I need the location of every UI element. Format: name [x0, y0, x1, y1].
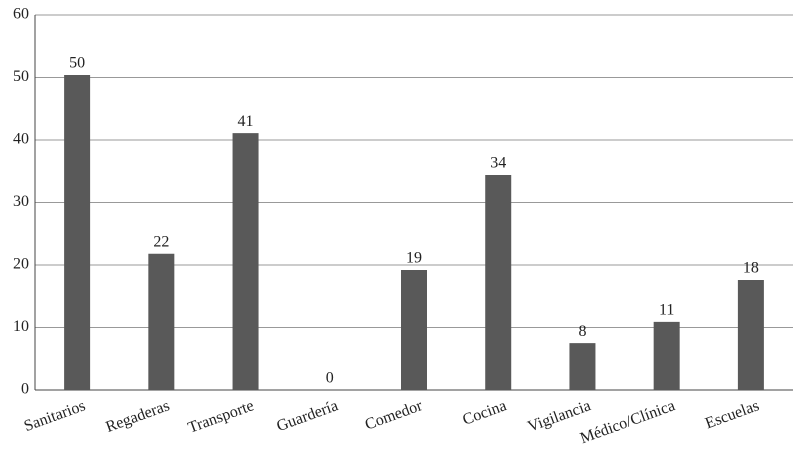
- x-tick-label: Sanitarios: [22, 397, 88, 435]
- value-label: 8: [578, 323, 586, 340]
- y-tick-label: 0: [21, 381, 29, 398]
- value-label: 22: [153, 233, 169, 250]
- x-tick-label: Cocina: [460, 397, 508, 428]
- bar: [148, 253, 175, 390]
- y-tick-label: 30: [13, 193, 29, 210]
- x-tick-label: Escuelas: [703, 397, 761, 432]
- x-tick-label: Guardería: [274, 397, 340, 435]
- bar: [64, 75, 91, 390]
- value-label: 18: [743, 260, 759, 277]
- y-tick-label: 20: [13, 256, 29, 273]
- bar: [653, 321, 680, 390]
- y-tick-label: 10: [13, 318, 29, 335]
- bar: [485, 175, 512, 390]
- value-label: 34: [490, 155, 506, 172]
- x-tick-label: Comedor: [363, 397, 425, 434]
- bar: [569, 343, 596, 390]
- value-label: 0: [326, 370, 334, 387]
- value-label: 50: [69, 55, 85, 72]
- x-tick-label: Transporte: [186, 397, 256, 436]
- y-tick-label: 50: [13, 68, 29, 85]
- x-tick-label: Médico/Clínica: [578, 397, 677, 447]
- value-label: 11: [659, 302, 674, 319]
- y-tick-label: 60: [13, 6, 29, 23]
- bar: [232, 133, 259, 390]
- value-label: 41: [238, 113, 254, 130]
- y-tick-label: 40: [13, 131, 29, 148]
- value-label: 19: [406, 250, 422, 267]
- x-tick-label: Regaderas: [104, 397, 172, 436]
- bar: [737, 280, 764, 390]
- bar: [401, 270, 427, 390]
